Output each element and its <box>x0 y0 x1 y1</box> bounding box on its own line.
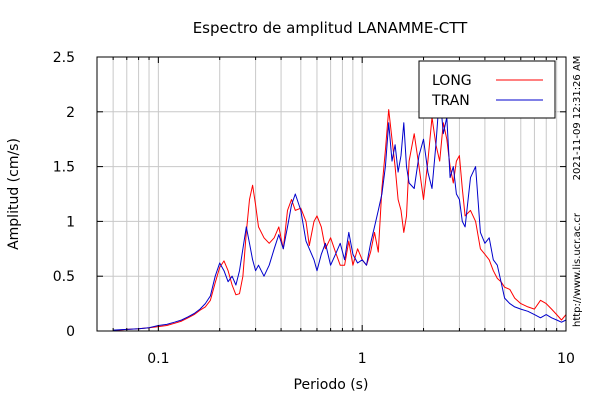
y-tick-label: 0.5 <box>53 269 75 285</box>
x-tick-label: 10 <box>557 351 575 367</box>
y-tick-label: 0 <box>66 324 75 340</box>
source-url-annotation: http://www.lis.ucr.ac.cr <box>572 212 583 327</box>
axis-ticks <box>97 56 566 332</box>
y-tick-label: 1 <box>66 214 75 230</box>
y-axis-label: Amplitud (cm/s) <box>6 138 22 250</box>
series-line-tran <box>113 91 567 331</box>
series-layer <box>113 91 567 331</box>
plot-frame <box>96 56 567 332</box>
x-tick-label: 0.1 <box>147 351 169 367</box>
x-tick-label: 1 <box>358 351 367 367</box>
legend: LONG TRAN <box>418 60 556 119</box>
y-tick-label: 2 <box>66 105 75 121</box>
tick-labels: 0 0.5 1 1.5 2 2.5 0.1 1 10 <box>53 50 575 367</box>
legend-label-tran: TRAN <box>431 93 470 109</box>
legend-label-long: LONG <box>432 73 472 89</box>
legend-box <box>418 60 556 119</box>
grid-lines <box>97 57 566 331</box>
chart-title: Espectro de amplitud LANAMME-CTT <box>193 19 468 37</box>
y-tick-label: 1.5 <box>53 160 75 176</box>
timestamp-annotation: 2021-11-09 12:31:26 AM <box>572 56 583 181</box>
y-tick-label: 2.5 <box>53 50 75 66</box>
x-axis-label: Periodo (s) <box>294 377 369 393</box>
